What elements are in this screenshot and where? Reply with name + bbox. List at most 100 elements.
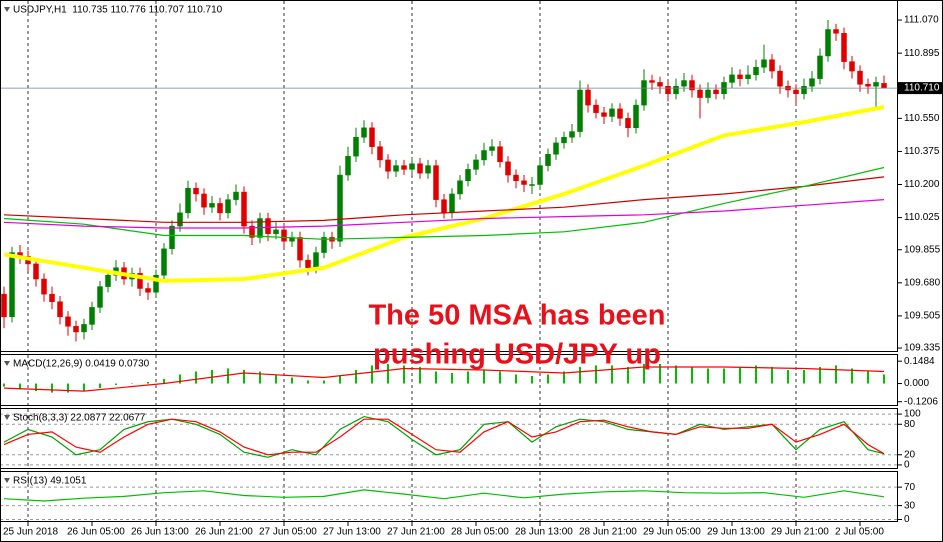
histogram-bar [451, 372, 453, 384]
candle-body [513, 174, 519, 181]
y-tick-label: 0.1484 [904, 356, 935, 367]
x-tick-label: 29 Jun 13:00 [707, 527, 765, 538]
histogram-bar [739, 366, 741, 384]
candle-body [209, 203, 215, 208]
candle-body [529, 184, 535, 186]
last-price-box [898, 82, 943, 95]
candle-body [297, 237, 303, 261]
histogram-bar [227, 368, 229, 384]
histogram-bar [179, 374, 181, 384]
candle-body [337, 174, 343, 242]
histogram-bar [531, 376, 533, 384]
histogram-bar [819, 366, 821, 384]
annotation-text: pushing USD/JPY up [373, 339, 661, 371]
histogram-bar [147, 382, 149, 384]
y-tick-label: 0.000 [904, 378, 929, 389]
candle-body [193, 188, 199, 195]
candle-body [145, 288, 151, 293]
candle-body [641, 80, 647, 106]
candle-body [777, 70, 783, 87]
x-tick-label: 28 Jun 13:00 [515, 527, 573, 538]
candle-body [633, 104, 639, 129]
candle-body [321, 237, 327, 253]
histogram-bar [675, 365, 677, 384]
candle-body [73, 326, 79, 333]
candle-body [81, 324, 87, 333]
histogram-bar [83, 383, 85, 392]
histogram-bar [339, 376, 341, 384]
panel-title: USDJPY,H1 110.735 110.776 110.707 110.71… [13, 5, 223, 16]
candle-body [761, 59, 767, 68]
panel-icon [4, 478, 10, 483]
candle-body [305, 259, 311, 268]
candle-body [537, 165, 543, 185]
candle-body [481, 150, 487, 161]
histogram-bar [403, 365, 405, 384]
candle-body [841, 33, 847, 62]
x-tick-label: 2 Jul 05:00 [835, 527, 884, 538]
y-tick-label: 110.895 [904, 48, 940, 59]
histogram-bar [835, 365, 837, 384]
candle-body [153, 274, 159, 293]
candle-body [41, 278, 47, 295]
y-tick-label: 110.025 [904, 212, 940, 223]
histogram-bar [467, 371, 469, 384]
y-tick-label: 109.855 [904, 244, 941, 255]
candle-body [273, 229, 279, 234]
candle-body [521, 180, 527, 185]
candle-body [137, 273, 143, 289]
histogram-bar [435, 371, 437, 384]
candle-body [249, 225, 255, 238]
histogram-bar [275, 374, 277, 384]
candle-body [473, 159, 479, 170]
candle-body [201, 193, 207, 208]
oscillator-line [3, 489, 885, 502]
y-tick-label: 0 [904, 514, 910, 525]
y-tick-label: 109.680 [904, 277, 941, 288]
moving-average [3, 199, 885, 229]
histogram-bar [579, 366, 581, 384]
candle-body [241, 191, 247, 227]
histogram-bar [419, 366, 421, 384]
candle-body [225, 199, 231, 214]
histogram-bar [643, 363, 645, 384]
candle-body [97, 286, 103, 308]
candle-body [801, 85, 807, 95]
candle-body [233, 191, 239, 200]
histogram-bar [483, 369, 485, 384]
candle-body [825, 29, 831, 57]
candle-body [169, 225, 175, 250]
candle-body [601, 112, 607, 117]
candle-body [617, 108, 623, 119]
y-tick-label: 111.070 [904, 15, 939, 26]
candle-body [33, 263, 39, 280]
panel-title: RSI(13) 49.1051 [13, 476, 87, 487]
panel-icon [4, 415, 10, 420]
candle-body [449, 193, 455, 214]
x-tick-label: 27 Jun 05:00 [259, 527, 317, 538]
candle-body [313, 252, 319, 268]
histogram-bar [515, 374, 517, 384]
histogram-bar [611, 365, 613, 384]
histogram-bar [19, 383, 21, 390]
y-tick-label: 110.550 [904, 113, 940, 124]
candle-body [873, 82, 879, 87]
candle-body [57, 301, 63, 318]
histogram-bar [195, 371, 197, 384]
candle-body [745, 74, 751, 79]
candle-body [425, 165, 431, 174]
candle-body [657, 82, 663, 87]
histogram-bar [771, 366, 773, 384]
histogram-bar [259, 371, 261, 384]
candle-body [369, 127, 375, 147]
histogram-bar [291, 377, 293, 384]
candle-body [89, 307, 95, 325]
candle-body [505, 161, 511, 176]
y-tick-label: 100 [904, 409, 921, 420]
candle-body [561, 136, 567, 144]
x-tick-label: 28 Jun 05:00 [451, 527, 509, 538]
histogram-bar [659, 363, 661, 384]
x-tick-label: 28 Jun 21:00 [579, 527, 637, 538]
candle-body [681, 80, 687, 87]
